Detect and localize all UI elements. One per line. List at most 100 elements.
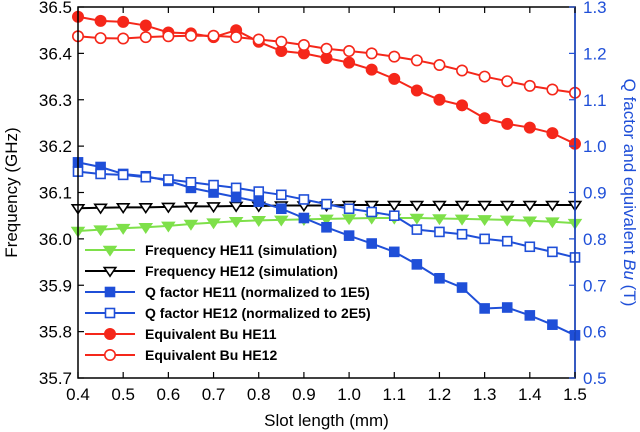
data-point bbox=[138, 203, 154, 215]
y2-tick-label: 0.9 bbox=[583, 184, 607, 203]
x-tick-label: 0.6 bbox=[157, 385, 181, 404]
data-point bbox=[456, 228, 468, 240]
legend-marker bbox=[104, 327, 117, 340]
data-point bbox=[386, 200, 402, 212]
data-point bbox=[140, 171, 152, 183]
legend-item: Equivalent Bu HE11 bbox=[85, 326, 277, 342]
legend-label: Q factor HE12 (normalized to 2E5) bbox=[145, 305, 371, 321]
data-point bbox=[276, 203, 287, 215]
series-3 bbox=[72, 157, 581, 341]
data-point bbox=[206, 202, 221, 214]
data-point bbox=[320, 42, 333, 55]
data-point bbox=[365, 47, 378, 60]
data-point bbox=[388, 72, 401, 85]
x-tick-label: 1.2 bbox=[428, 385, 452, 404]
y2-tick-label: 1.3 bbox=[583, 0, 607, 17]
data-point bbox=[478, 70, 491, 83]
data-point bbox=[456, 282, 468, 293]
data-point bbox=[477, 215, 492, 227]
x-tick-label: 1.0 bbox=[337, 385, 361, 404]
data-point bbox=[185, 176, 197, 188]
legend-label: Frequency HE12 (simulation) bbox=[145, 263, 338, 279]
data-point bbox=[410, 84, 423, 97]
data-point bbox=[117, 32, 130, 45]
x-tick-label: 0.9 bbox=[292, 385, 316, 404]
data-point bbox=[411, 259, 423, 270]
data-point bbox=[230, 182, 242, 194]
y-tick-label: 36.1 bbox=[39, 184, 72, 203]
series-4 bbox=[72, 166, 581, 263]
data-point bbox=[411, 224, 423, 235]
data-point bbox=[230, 31, 243, 44]
data-point bbox=[343, 203, 355, 215]
data-point bbox=[454, 214, 470, 226]
x-tick-label: 0.4 bbox=[66, 385, 90, 404]
data-point bbox=[183, 202, 199, 214]
x-tick-label: 1.5 bbox=[563, 385, 587, 404]
legend-item: Frequency HE12 (simulation) bbox=[85, 263, 338, 279]
data-point bbox=[298, 194, 310, 205]
data-point bbox=[388, 210, 400, 221]
x-tick-label: 0.5 bbox=[111, 385, 135, 404]
data-point bbox=[117, 15, 130, 28]
legend-item: Q factor HE12 (normalized to 2E5) bbox=[85, 305, 371, 321]
data-point bbox=[501, 235, 513, 247]
data-point bbox=[274, 215, 289, 227]
y-tick-label: 35.9 bbox=[39, 276, 72, 295]
data-point bbox=[183, 219, 199, 231]
data-point bbox=[432, 200, 447, 212]
data-point bbox=[501, 302, 513, 313]
legend-marker bbox=[102, 266, 118, 278]
data-point bbox=[433, 58, 446, 71]
data-point bbox=[139, 19, 152, 32]
x-tick-label: 0.8 bbox=[247, 385, 271, 404]
data-point bbox=[319, 214, 334, 226]
data-point bbox=[434, 272, 445, 284]
data-point bbox=[522, 200, 538, 212]
data-point bbox=[524, 310, 536, 321]
data-point bbox=[454, 200, 470, 212]
legend-marker bbox=[104, 307, 116, 319]
y2-axis-label: Q factor and equivalent Bu (T) bbox=[620, 79, 639, 307]
ticks-layer: 0.4 0.5 0.6 0.7 0.8 0.9 1.0 1.1 1.2 1.3 1.4 1.5 35.7… bbox=[39, 0, 607, 404]
data-point bbox=[138, 223, 154, 234]
data-point bbox=[365, 63, 378, 76]
data-point bbox=[321, 221, 332, 233]
data-point bbox=[410, 54, 423, 67]
legend-marker bbox=[104, 348, 117, 361]
x-tick-label: 1.1 bbox=[382, 385, 406, 404]
data-point bbox=[366, 206, 377, 218]
data-point bbox=[456, 64, 469, 77]
data-point bbox=[341, 214, 357, 226]
y2-axis-label-italic: Bu bbox=[620, 259, 639, 280]
data-point bbox=[501, 75, 514, 88]
y2-tick-label: 0.6 bbox=[583, 323, 607, 342]
data-point bbox=[115, 203, 131, 215]
data-point bbox=[162, 30, 175, 43]
data-point bbox=[94, 14, 107, 27]
data-point bbox=[94, 32, 107, 45]
legend: Frequency HE11 (simulation) Frequency HE1… bbox=[85, 242, 371, 363]
data-point bbox=[93, 225, 108, 237]
y-tick-label: 36.4 bbox=[39, 44, 72, 63]
data-point bbox=[321, 198, 332, 210]
series-layer bbox=[70, 10, 583, 341]
data-point bbox=[388, 50, 401, 63]
data-point bbox=[501, 117, 514, 130]
data-point bbox=[545, 200, 560, 212]
y2-tick-label: 1.1 bbox=[583, 91, 607, 110]
data-point bbox=[456, 99, 469, 112]
legend-item: Q factor HE11 (normalized to 1E5) bbox=[85, 284, 370, 300]
y-tick-label: 36.3 bbox=[39, 91, 72, 110]
data-point bbox=[479, 233, 490, 245]
series-6 bbox=[72, 29, 581, 99]
data-point bbox=[184, 29, 197, 42]
data-point bbox=[343, 230, 355, 241]
y-axis-label: Frequency (GHz) bbox=[2, 127, 21, 257]
data-point bbox=[409, 200, 425, 212]
data-point bbox=[546, 83, 559, 96]
y2-tick-label: 0.8 bbox=[583, 230, 607, 249]
legend-marker bbox=[104, 286, 116, 298]
legend-label: Q factor HE11 (normalized to 1E5) bbox=[145, 284, 370, 300]
